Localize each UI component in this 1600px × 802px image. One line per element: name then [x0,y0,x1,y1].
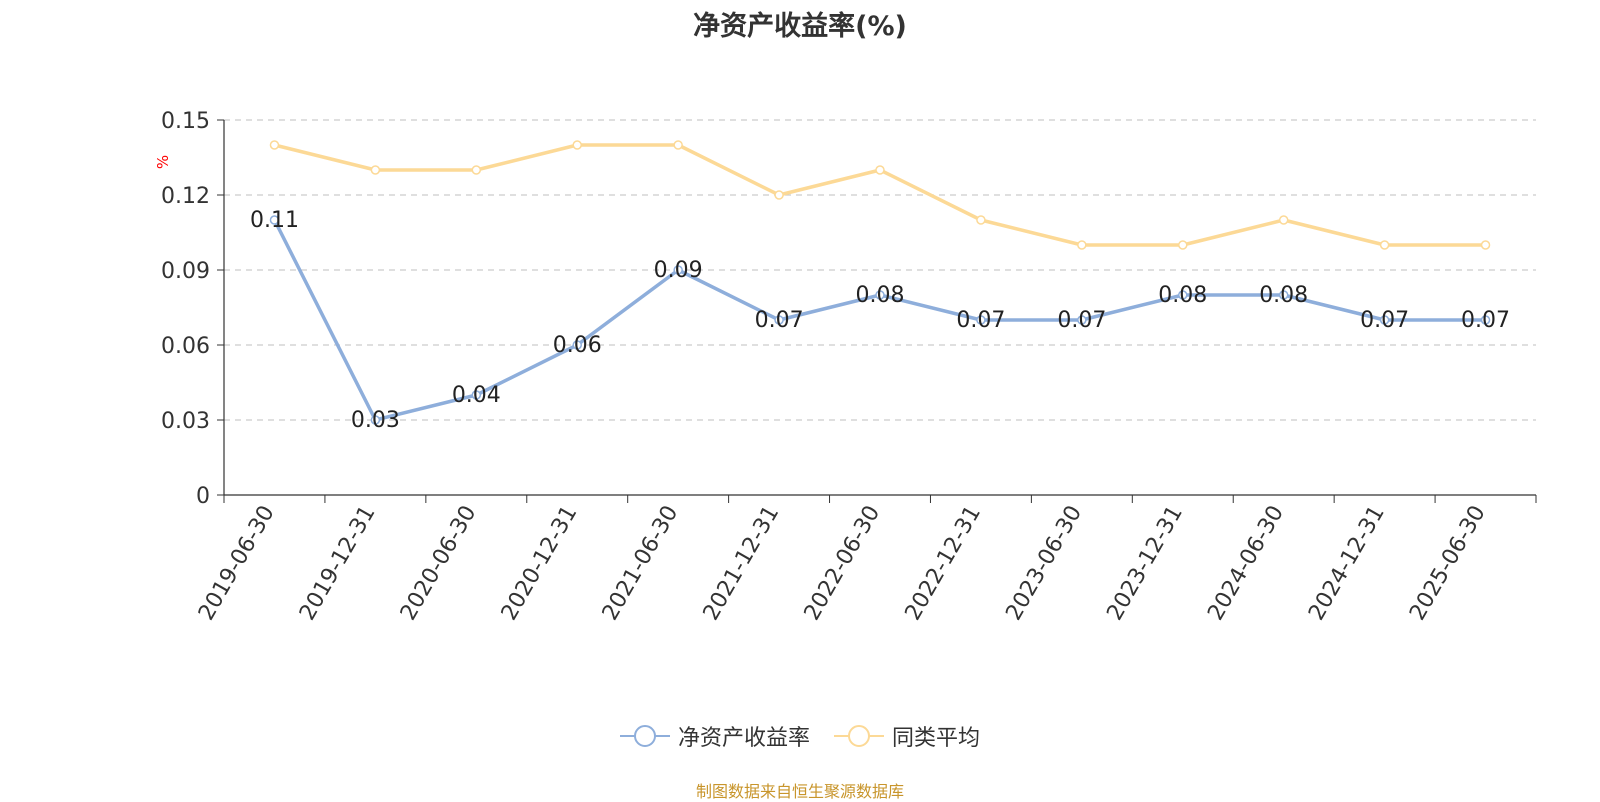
peer-average-data-point [673,140,683,150]
roe-data-point [1278,290,1289,300]
roe-data-point [370,415,381,425]
legend-item-roe[interactable]: 净资产收益率 [619,720,810,752]
peer-average-data-point [370,165,381,175]
roe-data-point [1178,290,1188,300]
roe-data-label: 0.04 [452,383,501,408]
x-tick-label: 2022-06-30 [800,502,886,625]
data-source-footer: 制图数据来自恒生聚源数据库 [695,782,904,801]
roe-data-label: 0.08 [1259,283,1308,308]
y-tick-label: 0.03 [161,409,210,434]
peer-average-data-point [269,140,280,150]
peer-average-data-point [572,140,582,150]
y-axis-unit-label: % [154,155,172,169]
legend-peer-average-label: 同类平均 [892,726,981,751]
roe-data-point [572,340,582,350]
roe-data-label: 0.07 [956,308,1005,333]
roe-data-point [1379,315,1390,325]
x-tick-label: 2024-06-30 [1203,502,1289,625]
roe-data-label: 0.07 [1360,308,1409,333]
y-tick-label: 0.15 [161,109,210,134]
x-tick-label: 2023-06-30 [1001,502,1087,625]
roe-data-label: 0.07 [755,308,804,333]
roe-data-label: 0.03 [351,408,400,433]
x-tick-label: 2020-06-30 [396,502,482,625]
roe-data-point [1480,315,1491,325]
roe-data-label: 0.09 [654,258,703,283]
x-tick-label: 2019-06-30 [194,502,280,625]
peer-average-data-point [1077,240,1087,250]
x-tick-label: 2021-06-30 [598,502,684,625]
y-tick-label: 0.09 [161,259,210,284]
roe-data-label: 0.07 [1461,308,1510,333]
legend-peer-average-marker-icon [834,725,884,747]
peer-average-data-point [976,215,986,225]
roe-data-label: 0.11 [250,208,299,233]
roe-data-point [774,315,784,325]
roe-data-label: 0.06 [553,333,602,358]
legend-roe-marker-icon [619,725,670,747]
x-tick-label: 2023-12-31 [1102,502,1188,625]
roe-data-label: 0.07 [1057,308,1106,333]
roe-data-label: 0.08 [1158,283,1207,308]
legend-roe-label: 净资产收益率 [677,726,810,751]
y-tick-label: 0.12 [161,184,210,209]
peer-average-data-point [774,190,784,200]
x-tick-label: 2020-12-31 [497,502,583,625]
x-tick-label: 2024-12-31 [1304,502,1390,625]
peer-average-data-point [875,165,885,175]
legend: 净资产收益率 同类平均 [0,720,1600,752]
peer-average-data-point [1480,240,1491,250]
x-tick-label: 2021-12-31 [699,502,785,625]
peer-average-data-point [1379,240,1390,250]
roe-data-point [1077,315,1087,325]
y-tick-label: 0.06 [161,334,210,359]
x-tick-label: 2019-12-31 [295,502,381,625]
roe-data-label: 0.08 [856,283,905,308]
chart-title: 净资产收益率(%) [693,11,907,42]
roe-data-point [269,215,280,225]
x-tick-label: 2022-12-31 [901,502,987,625]
legend-item-peer-average[interactable]: 同类平均 [834,720,980,752]
roe-data-point [875,290,885,300]
roe-data-point [471,390,482,400]
peer-average-data-point [1178,240,1188,250]
x-tick-label: 2025-06-30 [1405,502,1491,625]
peer-average-data-point [1278,215,1289,225]
peer-average-data-point [471,165,482,175]
roe-data-point [673,265,683,275]
roe-data-point [976,315,986,325]
y-tick-label: 0 [196,484,210,509]
